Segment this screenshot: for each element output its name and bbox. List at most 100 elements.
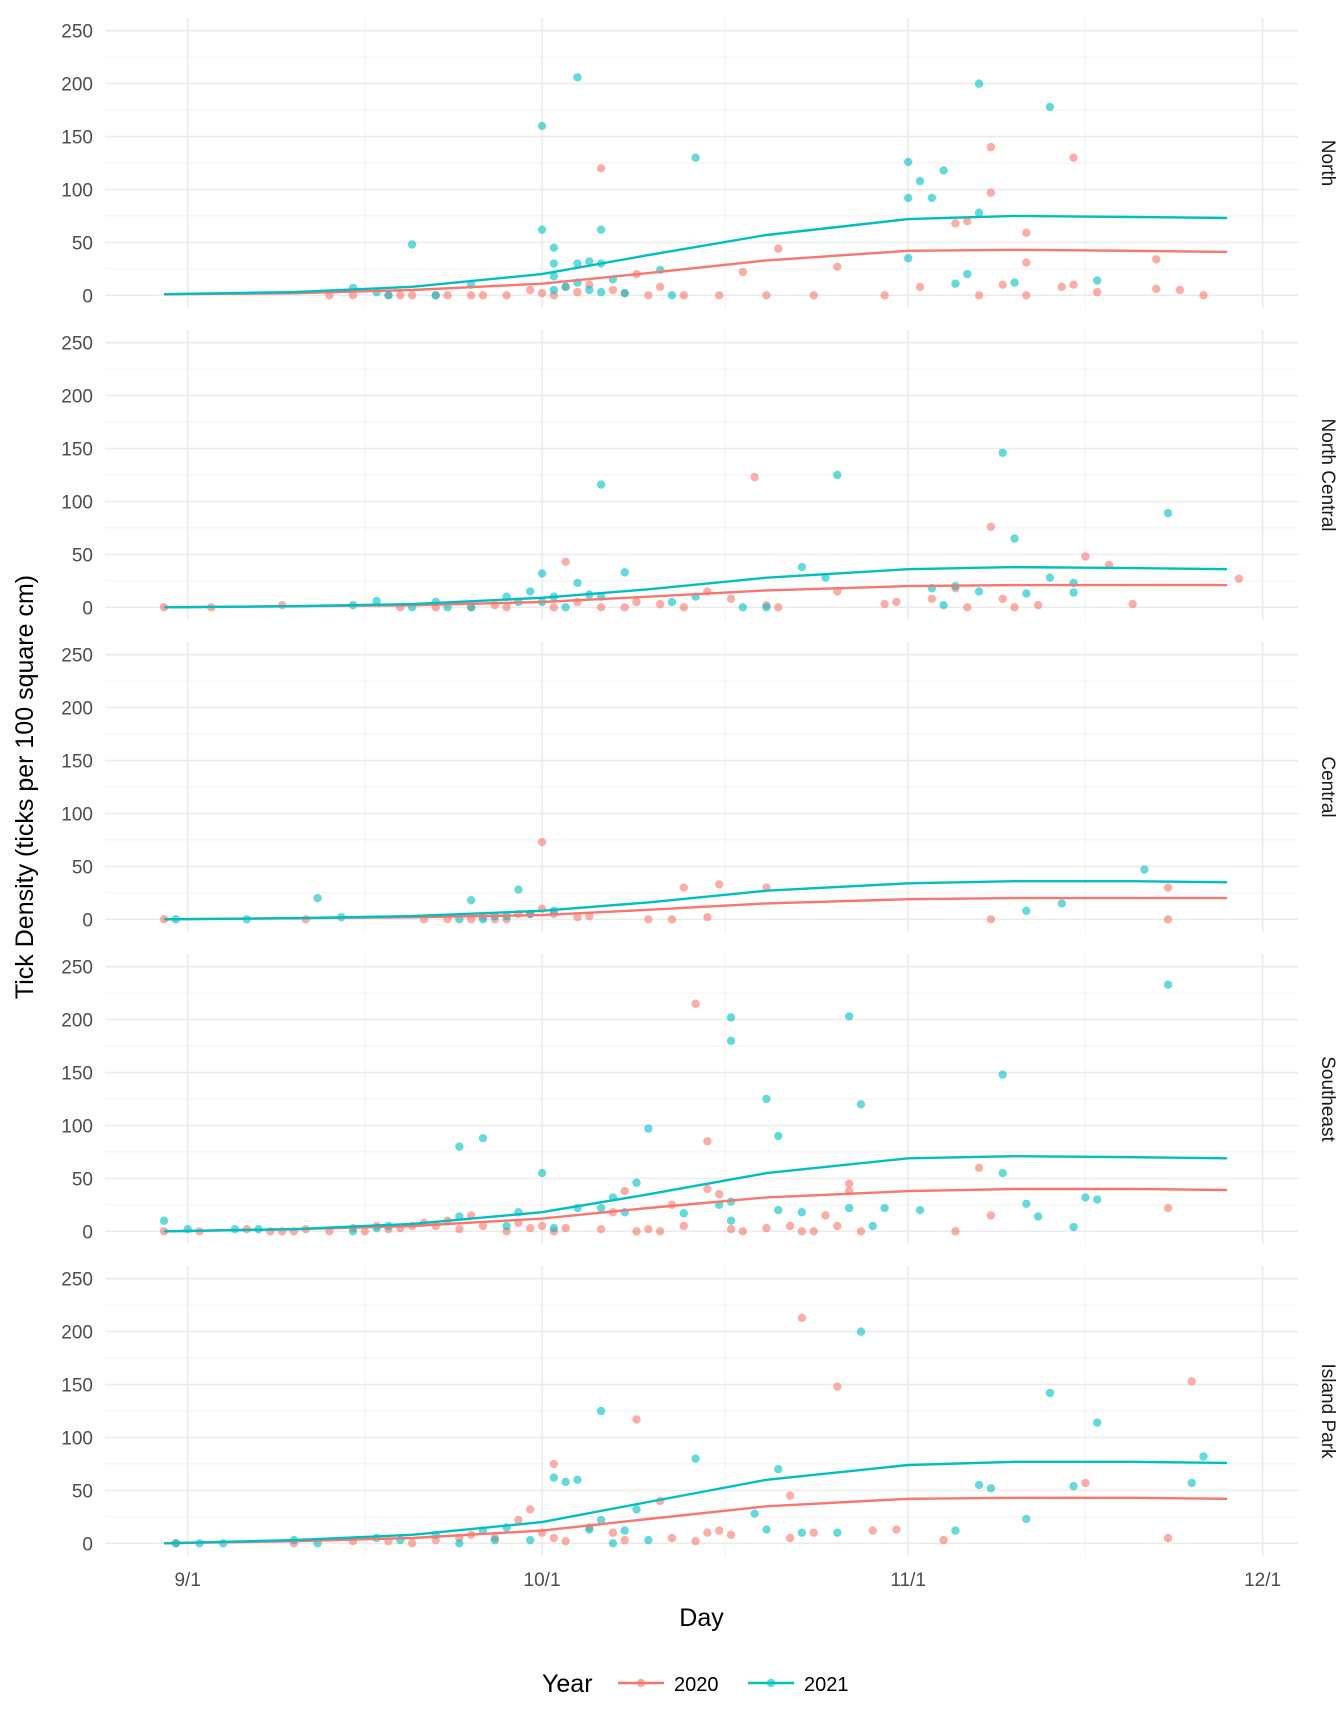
data-point-2020 xyxy=(1069,153,1078,162)
legend-key-point xyxy=(636,1678,646,1688)
data-point-2021 xyxy=(762,603,771,612)
data-point-2020 xyxy=(939,1535,948,1545)
data-point-2020 xyxy=(762,291,771,300)
data-point-2021 xyxy=(502,1221,511,1231)
data-point-2020 xyxy=(915,282,925,292)
data-point-2020 xyxy=(549,1533,559,1543)
data-point-2021 xyxy=(596,480,606,489)
data-point-2020 xyxy=(679,603,688,612)
data-point-2021 xyxy=(1022,1514,1031,1524)
legend-title: Year xyxy=(542,1670,593,1698)
fit-line-2020 xyxy=(164,896,1228,921)
data-point-2020 xyxy=(549,1459,559,1469)
data-point-2020 xyxy=(703,1528,712,1537)
panel-island-park: 0 50 100 150 200 250 Island Park xyxy=(61,1266,1338,1556)
data-point-2020 xyxy=(809,291,818,300)
data-point-2021 xyxy=(1187,1478,1196,1488)
data-point-2021 xyxy=(915,176,925,186)
panel-central: 0 50 100 150 200 250 Central xyxy=(61,642,1338,932)
y-tick-label: 200 xyxy=(61,1011,93,1032)
data-point-2021 xyxy=(939,600,948,610)
data-point-2021 xyxy=(1045,102,1055,112)
data-point-2021 xyxy=(797,562,807,572)
data-point-2020 xyxy=(951,1227,960,1236)
panel-southeast: 0 50 100 150 200 250 Southeast xyxy=(61,954,1338,1244)
data-point-2021 xyxy=(667,291,677,300)
data-point-2021 xyxy=(691,153,700,162)
fit-line-2020 xyxy=(164,248,1228,296)
data-point-2021 xyxy=(632,1505,641,1514)
y-tick-label: 50 xyxy=(72,857,93,878)
y-tick-label: 200 xyxy=(61,75,93,96)
data-point-2020 xyxy=(833,262,842,271)
data-point-2020 xyxy=(715,880,724,889)
data-point-2020 xyxy=(502,603,511,612)
data-point-2020 xyxy=(526,1223,535,1233)
fit-line-2021 xyxy=(164,880,1228,921)
data-point-2021 xyxy=(620,1526,629,1535)
data-point-2021 xyxy=(691,1454,700,1463)
data-point-2020 xyxy=(844,1179,854,1188)
data-point-2020 xyxy=(537,1221,547,1231)
y-tick-label: 250 xyxy=(61,334,93,355)
data-point-2020 xyxy=(726,1224,736,1234)
data-point-2020 xyxy=(561,557,570,566)
data-point-2021 xyxy=(998,1168,1007,1178)
y-tick-label: 200 xyxy=(61,1323,93,1344)
data-point-2020 xyxy=(715,1190,724,1199)
data-point-2021 xyxy=(844,1203,854,1213)
data-point-2021 xyxy=(904,254,913,263)
data-point-2021 xyxy=(1069,1481,1078,1491)
data-point-2020 xyxy=(596,1224,606,1234)
data-point-2020 xyxy=(715,291,724,300)
data-point-2021 xyxy=(951,279,960,288)
y-tick-label: 150 xyxy=(61,1064,93,1085)
data-point-2021 xyxy=(1199,1452,1208,1461)
facet-strip-label: Central xyxy=(1317,756,1338,817)
data-point-2020 xyxy=(1128,599,1137,609)
data-point-2020 xyxy=(679,883,688,892)
data-point-2020 xyxy=(1010,603,1019,612)
data-point-2020 xyxy=(1163,1203,1173,1213)
data-point-2020 xyxy=(691,999,700,1008)
y-tick-label: 100 xyxy=(61,180,93,201)
data-point-2021 xyxy=(774,1131,783,1141)
y-tick-label: 0 xyxy=(82,1534,93,1555)
data-point-2021 xyxy=(585,257,594,266)
data-point-2021 xyxy=(974,79,984,88)
data-point-2021 xyxy=(573,259,582,268)
data-point-2020 xyxy=(963,603,972,612)
data-point-2020 xyxy=(726,1530,736,1540)
data-point-2021 xyxy=(844,1012,854,1021)
data-point-2020 xyxy=(986,142,996,152)
fit-line-2021 xyxy=(164,1154,1228,1233)
y-tick-label: 250 xyxy=(61,958,93,979)
y-tick-label: 150 xyxy=(61,1376,93,1397)
data-point-2020 xyxy=(703,1137,712,1146)
data-point-2021 xyxy=(856,1100,866,1109)
facet-strip-label: North xyxy=(1317,140,1338,186)
data-point-2020 xyxy=(526,285,535,295)
data-point-2020 xyxy=(974,291,984,300)
panel-north-central: 0 50 100 150 200 250 North Central xyxy=(61,330,1338,620)
y-tick-label: 100 xyxy=(61,1428,93,1449)
data-point-2020 xyxy=(1163,883,1173,892)
data-point-2021 xyxy=(644,1535,653,1545)
data-point-2020 xyxy=(986,915,996,924)
data-point-2021 xyxy=(963,269,972,279)
data-point-2020 xyxy=(159,603,169,612)
legend: Year 2020 2021 xyxy=(542,1670,849,1698)
y-tick-label: 50 xyxy=(72,1169,93,1190)
data-point-2020 xyxy=(655,282,665,292)
data-point-2020 xyxy=(785,1221,795,1231)
data-point-2021 xyxy=(1045,1388,1055,1398)
data-point-2021 xyxy=(774,1205,783,1215)
data-point-2021 xyxy=(455,1539,464,1548)
data-point-2021 xyxy=(998,1070,1007,1079)
y-tick-label: 250 xyxy=(61,1270,93,1291)
y-tick-label: 150 xyxy=(61,752,93,773)
data-point-2021 xyxy=(573,73,582,82)
data-point-2020 xyxy=(407,291,417,300)
data-point-2021 xyxy=(455,1142,464,1151)
